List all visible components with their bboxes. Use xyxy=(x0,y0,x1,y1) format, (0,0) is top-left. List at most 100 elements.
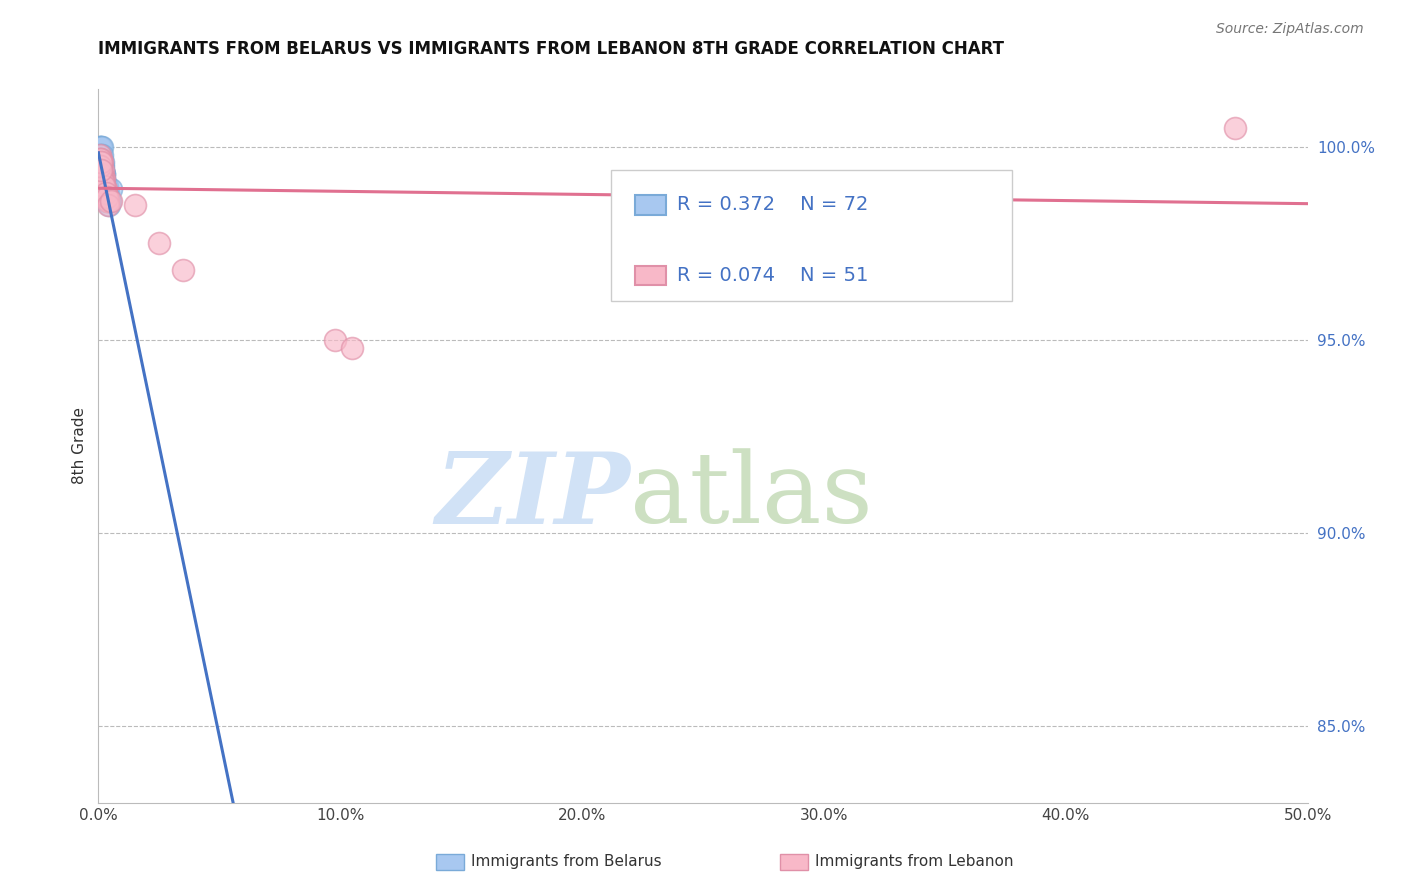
Point xyxy=(96,178,118,193)
Point xyxy=(93,167,115,181)
Point xyxy=(90,159,112,173)
Point xyxy=(90,155,112,169)
Point xyxy=(97,194,120,208)
Point xyxy=(94,186,117,201)
Point xyxy=(96,190,118,204)
Point xyxy=(89,140,111,154)
Point xyxy=(91,167,114,181)
Point xyxy=(93,170,115,185)
Point xyxy=(90,167,112,181)
Text: atlas: atlas xyxy=(630,448,873,544)
Point xyxy=(90,170,112,185)
Point xyxy=(91,170,114,185)
Point xyxy=(93,190,115,204)
Text: IMMIGRANTS FROM BELARUS VS IMMIGRANTS FROM LEBANON 8TH GRADE CORRELATION CHART: IMMIGRANTS FROM BELARUS VS IMMIGRANTS FR… xyxy=(98,40,1004,58)
Point xyxy=(91,148,114,162)
Point xyxy=(90,159,112,173)
Point xyxy=(96,190,118,204)
Point xyxy=(89,159,111,173)
Point xyxy=(93,190,115,204)
Point xyxy=(94,182,117,196)
Point xyxy=(91,170,114,185)
Point xyxy=(91,175,114,189)
Point xyxy=(94,186,117,201)
Point xyxy=(89,148,111,162)
Point xyxy=(96,194,118,208)
Point xyxy=(93,178,115,193)
Point xyxy=(91,178,114,193)
Point xyxy=(93,182,115,196)
Point xyxy=(91,163,114,178)
Point xyxy=(97,190,120,204)
Point xyxy=(94,182,117,196)
Point xyxy=(94,186,117,201)
Point xyxy=(89,159,111,173)
Point xyxy=(93,175,115,189)
Text: Source: ZipAtlas.com: Source: ZipAtlas.com xyxy=(1216,22,1364,37)
Point xyxy=(89,140,111,154)
Point xyxy=(90,155,112,169)
Point xyxy=(93,178,115,193)
Point xyxy=(93,186,115,201)
Point xyxy=(90,163,112,178)
Point xyxy=(172,263,194,277)
Point xyxy=(91,186,114,201)
Point xyxy=(90,167,112,181)
Point xyxy=(91,175,114,189)
Point xyxy=(89,152,111,166)
Point xyxy=(89,159,111,173)
Point xyxy=(89,159,111,173)
Point xyxy=(90,163,112,178)
Point xyxy=(91,167,114,181)
Point xyxy=(90,159,112,173)
Point xyxy=(93,175,115,189)
Point xyxy=(91,182,114,196)
Point xyxy=(90,140,112,154)
Text: Immigrants from Lebanon: Immigrants from Lebanon xyxy=(815,855,1014,869)
Point xyxy=(93,178,115,193)
Point xyxy=(91,167,114,181)
Point xyxy=(91,159,114,173)
Point xyxy=(94,178,117,193)
Text: Immigrants from Belarus: Immigrants from Belarus xyxy=(471,855,662,869)
Point xyxy=(96,190,118,204)
Point xyxy=(94,182,117,196)
Point xyxy=(89,152,111,166)
Point xyxy=(100,194,122,208)
Point xyxy=(94,186,117,201)
Point xyxy=(93,182,115,196)
Point xyxy=(100,182,122,196)
Point xyxy=(89,159,111,173)
Point xyxy=(89,152,111,166)
Point xyxy=(90,159,112,173)
Point xyxy=(93,170,115,185)
Point xyxy=(97,198,120,212)
Point xyxy=(98,198,121,212)
Point xyxy=(91,140,114,154)
Point xyxy=(1223,120,1246,135)
Point xyxy=(93,167,115,181)
Point xyxy=(342,341,364,355)
Point xyxy=(89,152,111,166)
Point xyxy=(91,163,114,178)
Point xyxy=(91,170,114,185)
Point xyxy=(325,333,347,347)
Point xyxy=(98,194,121,208)
Y-axis label: 8th Grade: 8th Grade xyxy=(72,408,87,484)
Point xyxy=(90,167,112,181)
Point xyxy=(97,190,120,204)
Point xyxy=(90,159,112,173)
Point xyxy=(91,178,114,193)
Point xyxy=(90,152,112,166)
Point xyxy=(91,178,114,193)
Point xyxy=(90,155,112,169)
Point xyxy=(97,186,120,201)
Point xyxy=(90,159,112,173)
Text: ZIP: ZIP xyxy=(436,448,630,544)
Point xyxy=(97,186,120,201)
Point xyxy=(89,148,111,162)
Point xyxy=(97,194,120,208)
Point xyxy=(91,170,114,185)
Point xyxy=(91,170,114,185)
Point xyxy=(91,155,114,169)
